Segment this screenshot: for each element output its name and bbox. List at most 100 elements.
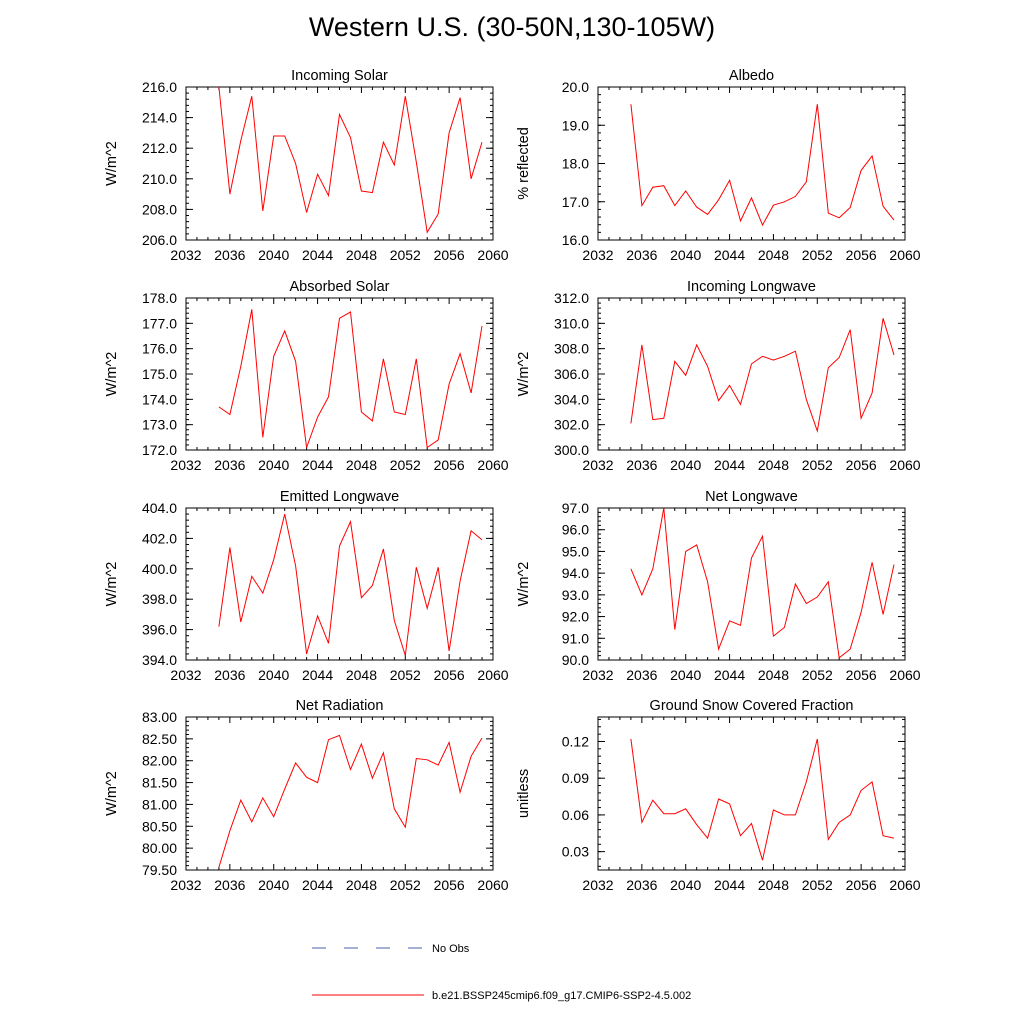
x-tick-label: 2060 — [477, 877, 508, 893]
y-tick-label: 0.03 — [562, 844, 589, 860]
y-tick-label: 18.0 — [562, 156, 589, 172]
x-tick-label: 2052 — [802, 877, 833, 893]
plot-frame — [597, 716, 906, 871]
x-tick-label: 2060 — [889, 247, 920, 263]
x-tick-label: 2036 — [214, 457, 245, 473]
y-tick-label: 308.0 — [554, 341, 589, 357]
x-tick-label: 2056 — [434, 457, 465, 473]
y-tick-label: 306.0 — [554, 366, 589, 382]
x-tick-label: 2032 — [170, 457, 201, 473]
x-tick-label: 2060 — [889, 877, 920, 893]
legend-obs-label: No Obs — [432, 943, 470, 955]
y-tick-label: 91.0 — [562, 630, 589, 646]
x-tick-label: 2052 — [390, 877, 421, 893]
y-tick-label: 172.0 — [142, 442, 177, 458]
legend-model-label: b.e21.BSSP245cmip6.f09_g17.CMIP6-SSP2-4.… — [432, 990, 691, 1002]
y-tick-label: 398.0 — [142, 591, 177, 607]
panel-albedo: 2032 2036 2040 2044 2048 2052 2056 2060 16.0 17.0… — [516, 68, 921, 263]
y-tick-label: 19.0 — [562, 117, 589, 133]
y-tick-label: 394.0 — [142, 652, 177, 668]
plot-frame — [185, 86, 494, 241]
panel-incoming-solar: 2032 2036 2040 2044 2048 2052 2056 2060 206.0 208… — [104, 68, 509, 263]
x-tick-label: 2052 — [390, 247, 421, 263]
legend: No Obs b.e21.BSSP245cmip6.f09_g17.CMIP6-S… — [312, 943, 691, 1002]
x-tick-label: 2044 — [714, 667, 745, 683]
y-tick-label: 90.0 — [562, 652, 589, 668]
x-tick-label: 2048 — [758, 247, 789, 263]
y-tick-label: 175.0 — [142, 366, 177, 382]
series-line-incoming-solar — [218, 86, 483, 234]
x-tick-label: 2036 — [214, 247, 245, 263]
series-line-net-longwave — [630, 507, 895, 659]
plot-frame — [597, 86, 906, 241]
y-tick-label: 214.0 — [142, 110, 177, 126]
x-tick-label: 2044 — [302, 247, 333, 263]
x-tick-label: 2048 — [758, 877, 789, 893]
x-tick-label: 2036 — [214, 667, 245, 683]
y-tick-label: 82.00 — [142, 753, 177, 769]
y-tick-label: 312.0 — [554, 290, 589, 306]
y-tick-label: 396.0 — [142, 622, 177, 638]
y-tick-label: 176.0 — [142, 341, 177, 357]
x-tick-label: 2044 — [714, 247, 745, 263]
x-tick-label: 2060 — [477, 667, 508, 683]
y-tick-label: 80.00 — [142, 840, 177, 856]
panel-title: Net Radiation — [296, 698, 384, 714]
x-tick-label: 2060 — [889, 667, 920, 683]
y-tick-label: 95.0 — [562, 543, 589, 559]
x-tick-label: 2040 — [670, 877, 701, 893]
y-tick-label: 94.0 — [562, 565, 589, 581]
series-line-incoming-longwave — [630, 318, 895, 433]
x-tick-label: 2036 — [214, 877, 245, 893]
y-tick-label: 206.0 — [142, 232, 177, 248]
y-tick-label: 212.0 — [142, 140, 177, 156]
y-axis-label: W/m^2 — [104, 562, 120, 607]
y-tick-label: 177.0 — [142, 315, 177, 331]
x-tick-label: 2056 — [434, 247, 465, 263]
y-axis-label: % reflected — [516, 127, 532, 200]
x-tick-label: 2040 — [258, 877, 289, 893]
y-tick-label: 402.0 — [142, 530, 177, 546]
y-tick-label: 93.0 — [562, 587, 589, 603]
y-tick-label: 300.0 — [554, 442, 589, 458]
y-tick-label: 400.0 — [142, 561, 177, 577]
x-tick-label: 2040 — [670, 667, 701, 683]
x-tick-label: 2044 — [302, 457, 333, 473]
y-tick-label: 0.12 — [562, 733, 589, 749]
y-tick-label: 404.0 — [142, 500, 177, 516]
panel-title: Ground Snow Covered Fraction — [650, 698, 854, 714]
x-tick-label: 2048 — [346, 457, 377, 473]
y-tick-label: 20.0 — [562, 79, 589, 95]
x-tick-label: 2044 — [714, 877, 745, 893]
x-tick-label: 2060 — [477, 247, 508, 263]
x-tick-label: 2044 — [714, 457, 745, 473]
x-tick-label: 2052 — [802, 247, 833, 263]
y-axis-label: W/m^2 — [104, 352, 120, 397]
y-tick-label: 0.06 — [562, 807, 589, 823]
x-tick-label: 2060 — [889, 457, 920, 473]
panel-absorbed-solar: 2032 2036 2040 2044 2048 2052 2056 2060 172.0 173… — [104, 279, 509, 473]
series-line-absorbed-solar — [218, 309, 483, 449]
x-tick-label: 2052 — [390, 667, 421, 683]
panel-title: Albedo — [729, 68, 774, 84]
x-tick-label: 2032 — [582, 667, 613, 683]
panel-title: Emitted Longwave — [280, 489, 399, 505]
figure-title: Western U.S. (30-50N,130-105W) — [308, 12, 716, 42]
x-tick-label: 2048 — [346, 667, 377, 683]
x-tick-label: 2052 — [390, 457, 421, 473]
panel-emitted-longwave: 2032 2036 2040 2044 2048 2052 2056 2060 394.0 396… — [104, 489, 509, 683]
y-tick-label: 96.0 — [562, 522, 589, 538]
x-tick-label: 2032 — [170, 247, 201, 263]
x-tick-label: 2048 — [758, 457, 789, 473]
y-tick-label: 173.0 — [142, 417, 177, 433]
y-tick-label: 210.0 — [142, 171, 177, 187]
plot-frame — [185, 716, 494, 871]
y-tick-label: 81.00 — [142, 796, 177, 812]
series-line-ground-snow-covered-fraction — [630, 738, 895, 861]
y-tick-label: 79.50 — [142, 862, 177, 878]
y-tick-label: 178.0 — [142, 290, 177, 306]
x-tick-label: 2052 — [802, 457, 833, 473]
y-axis-label: W/m^2 — [104, 141, 120, 186]
y-tick-label: 310.0 — [554, 315, 589, 331]
